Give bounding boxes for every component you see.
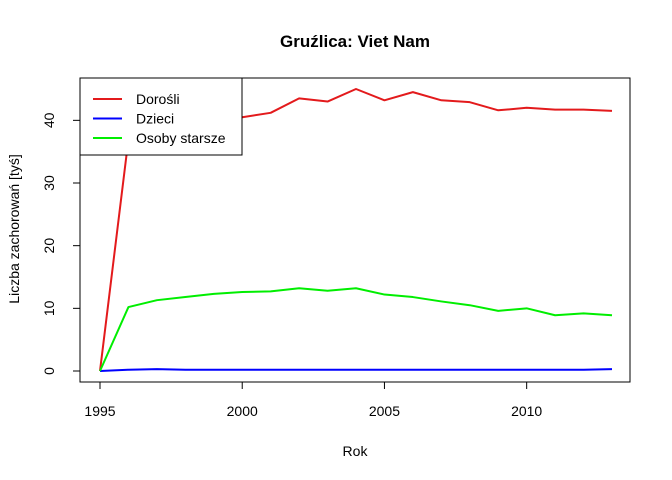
legend-label: Dzieci (136, 111, 174, 127)
y-tick-label: 20 (41, 238, 57, 254)
x-axis-label: Rok (343, 443, 369, 459)
y-axis-label: Liczba zachorowań [tyś] (6, 154, 22, 303)
series-line-3 (99, 287, 613, 372)
legend: Dorośli Dzieci Osoby starsze (79, 77, 243, 156)
y-tick-label: 10 (41, 300, 57, 316)
x-axis: 1995 2000 2005 2010 (84, 381, 542, 419)
y-tick-label: 30 (41, 175, 57, 191)
y-axis: 0 10 20 30 40 (41, 112, 81, 375)
x-tick-label: 2010 (511, 403, 542, 419)
y-tick-label: 0 (41, 367, 57, 375)
legend-box (79, 77, 243, 156)
x-tick-label: 2005 (369, 403, 400, 419)
chart-title: Gruźlica: Viet Nam (280, 32, 430, 51)
series-line-2 (99, 368, 613, 372)
legend-label: Dorośli (136, 91, 180, 107)
x-tick-label: 2000 (227, 403, 258, 419)
legend-label: Osoby starsze (136, 130, 226, 146)
x-tick-label: 1995 (84, 403, 115, 419)
y-tick-label: 40 (41, 112, 57, 128)
